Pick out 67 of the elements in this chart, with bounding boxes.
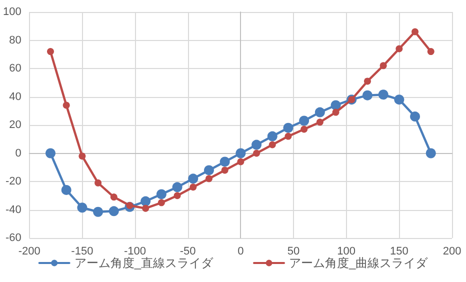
point bbox=[380, 62, 387, 70]
point bbox=[267, 131, 278, 142]
point bbox=[332, 108, 340, 116]
x-tick-label: -50 bbox=[180, 246, 196, 258]
point bbox=[237, 158, 244, 166]
y-tick-label: -20 bbox=[5, 176, 22, 188]
point bbox=[330, 100, 341, 110]
y-tick-label: 100 bbox=[2, 6, 22, 18]
point bbox=[140, 196, 151, 206]
x-tick-label: 0 bbox=[238, 246, 244, 258]
point bbox=[426, 148, 436, 158]
y-tick-label: -40 bbox=[5, 204, 22, 216]
x-tick-label: -150 bbox=[71, 246, 94, 258]
point bbox=[188, 174, 198, 184]
point bbox=[236, 148, 246, 158]
y-tick-label: 20 bbox=[9, 119, 22, 131]
point bbox=[378, 90, 388, 100]
point bbox=[300, 126, 308, 133]
point bbox=[283, 122, 294, 133]
point bbox=[220, 156, 230, 167]
legend-label: アーム角度_直線スライダ bbox=[74, 256, 214, 270]
point bbox=[221, 166, 228, 174]
point bbox=[172, 182, 182, 192]
point bbox=[78, 152, 86, 160]
point bbox=[156, 189, 166, 200]
x-tick-label: 50 bbox=[287, 246, 300, 258]
point bbox=[314, 107, 325, 118]
x-tick-label: 100 bbox=[337, 246, 356, 258]
point bbox=[252, 140, 262, 150]
y-tick-label: -60 bbox=[5, 232, 22, 244]
point bbox=[427, 48, 434, 56]
y-tick-label: 80 bbox=[9, 34, 22, 46]
point bbox=[396, 45, 403, 52]
point bbox=[61, 184, 72, 195]
point bbox=[126, 202, 134, 210]
y-tick-label: 60 bbox=[9, 62, 22, 74]
point bbox=[316, 118, 324, 126]
point bbox=[268, 141, 276, 148]
point bbox=[253, 150, 260, 157]
point bbox=[94, 179, 102, 186]
point bbox=[62, 102, 70, 109]
point bbox=[142, 204, 150, 212]
point bbox=[362, 90, 372, 100]
point bbox=[190, 184, 197, 191]
point bbox=[284, 132, 292, 140]
point bbox=[299, 116, 310, 126]
point bbox=[205, 175, 212, 182]
point bbox=[93, 206, 104, 217]
x-tick-label: -200 bbox=[18, 246, 40, 258]
point bbox=[412, 28, 419, 36]
point bbox=[110, 194, 118, 201]
point bbox=[108, 206, 119, 216]
x-tick-label: 150 bbox=[390, 246, 408, 258]
point bbox=[158, 199, 165, 206]
point bbox=[46, 48, 54, 56]
point bbox=[410, 112, 420, 122]
y-tick-label: 40 bbox=[9, 90, 22, 103]
x-tick-label: 200 bbox=[442, 246, 462, 258]
point bbox=[394, 94, 404, 105]
point bbox=[174, 192, 181, 200]
legend-label: アーム角度_曲線スライダ bbox=[289, 256, 429, 270]
point bbox=[45, 148, 56, 158]
y-tick-label: 0 bbox=[15, 147, 22, 160]
point bbox=[364, 78, 371, 85]
point bbox=[77, 202, 88, 213]
point bbox=[204, 165, 214, 176]
x-tick-label: -100 bbox=[124, 246, 146, 258]
